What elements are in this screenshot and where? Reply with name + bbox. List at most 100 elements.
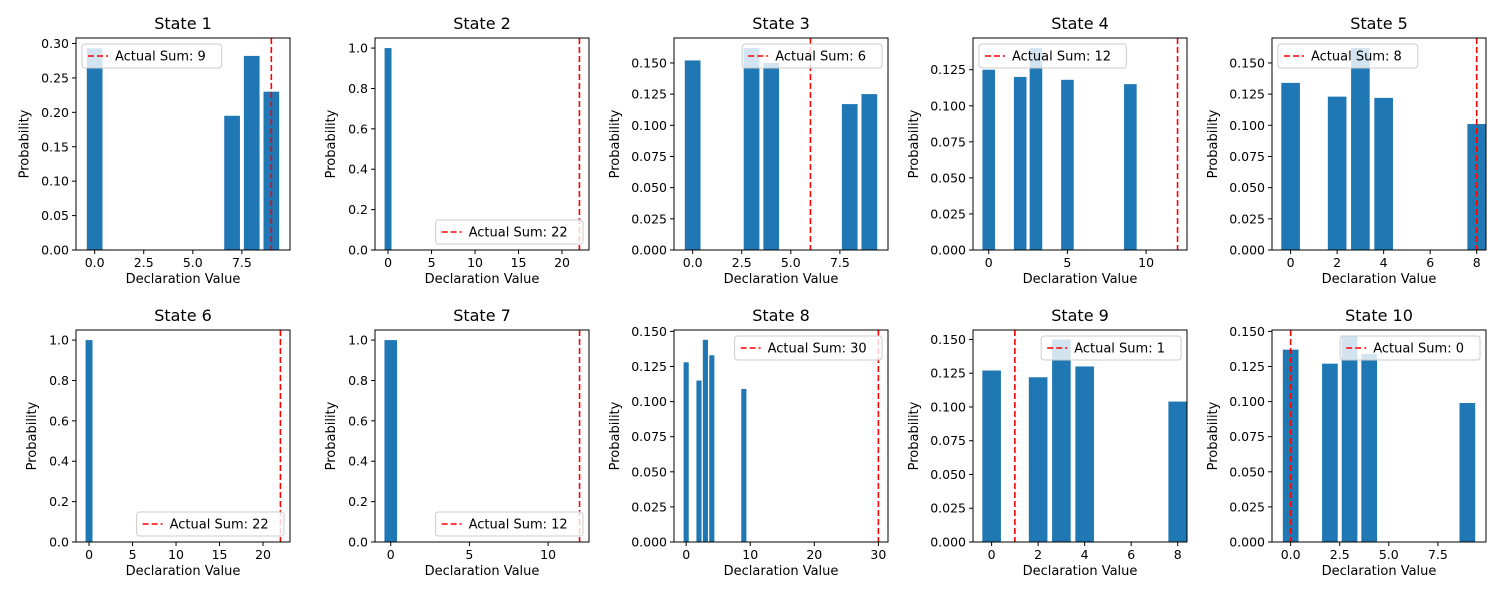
x-tick-label: 6 <box>1426 255 1434 270</box>
y-tick-label: 0.25 <box>41 70 69 85</box>
bar <box>243 55 260 250</box>
legend-box <box>1277 43 1419 69</box>
axes-frame <box>972 37 1188 251</box>
legend-box <box>978 43 1127 69</box>
y-tick-label: 0.05 <box>41 208 69 223</box>
y-tick-label: 0.025 <box>631 211 667 226</box>
legend: Actual Sum: 12 <box>978 43 1127 69</box>
x-tick-label: 0 <box>682 547 690 562</box>
bar <box>263 91 280 250</box>
legend-label: Actual Sum: 6 <box>775 50 866 65</box>
bar <box>1374 97 1393 250</box>
subplot-state-10: 0.0 2.5 5.0 7.5 0.000 0.025 0.050 0.075 0.100 0.1… <box>1206 306 1487 579</box>
legend: Actual Sum: 6 <box>741 43 883 69</box>
subplot-title: State 8 <box>752 306 810 325</box>
subplot-title: State 9 <box>1051 306 1109 325</box>
bar <box>1281 82 1300 250</box>
axes-frame <box>972 329 1188 543</box>
y-tick-label: 0.050 <box>631 180 667 195</box>
y-tick-label: 1.0 <box>348 333 368 348</box>
subplot-title: State 1 <box>154 14 212 33</box>
bar <box>763 62 780 250</box>
subplot-state-1: 0.0 2.5 5.0 7.5 0.00 0.05 0.10 0.15 0.20 0.25 0.30… <box>18 14 291 287</box>
x-tick-label: 20 <box>806 547 822 562</box>
y-tick-label: 0.15 <box>41 139 69 154</box>
y-tick-label: 0.025 <box>1229 499 1265 514</box>
axes-frame <box>673 37 889 251</box>
legend: Actual Sum: 1 <box>1040 335 1182 361</box>
y-tick-label: 0.075 <box>1229 429 1265 444</box>
y-tick-label: 0.025 <box>1229 211 1265 226</box>
x-tick-label: 7.5 <box>232 255 252 270</box>
legend-label: Actual Sum: 9 <box>115 50 206 65</box>
x-tick-label: 8 <box>1473 255 1481 270</box>
y-tick-label: 0.100 <box>930 399 966 414</box>
y-axis-label: Probability <box>25 401 40 470</box>
axes-frame <box>75 329 291 543</box>
y-tick-label: 0.4 <box>348 454 368 469</box>
x-tick-label: 10 <box>1138 255 1154 270</box>
x-tick-label: 5 <box>465 547 473 562</box>
y-tick-label: 0.2 <box>348 202 368 217</box>
y-tick-label: 0.000 <box>930 243 966 258</box>
y-tick-label: 0.4 <box>348 162 368 177</box>
legend-box <box>435 219 584 245</box>
y-axis-label: Probability <box>324 401 339 470</box>
y-tick-label: 1.0 <box>348 41 368 56</box>
legend-box <box>81 43 223 69</box>
bar <box>982 370 1001 542</box>
x-tick-label: 4 <box>1081 547 1089 562</box>
x-tick-label: 2.5 <box>732 255 752 270</box>
bar <box>384 48 392 250</box>
bar <box>1351 47 1370 250</box>
y-tick-label: 0.050 <box>930 467 966 482</box>
axes-frame <box>673 329 889 543</box>
x-tick-label: 4 <box>1380 255 1388 270</box>
legend: Actual Sum: 9 <box>81 43 223 69</box>
y-tick-label: 0.000 <box>1229 243 1265 258</box>
legend-box <box>741 43 883 69</box>
subplot-title: State 2 <box>453 14 511 33</box>
subplot-title: State 6 <box>154 306 212 325</box>
legend-box <box>435 511 584 537</box>
bar <box>1327 96 1347 251</box>
legend-label: Actual Sum: 12 <box>1012 50 1111 65</box>
bar <box>743 47 760 250</box>
y-tick-label: 0.4 <box>49 454 69 469</box>
bar <box>702 339 708 542</box>
y-tick-label: 0.125 <box>930 62 966 77</box>
x-axis-label: Declaration Value <box>1023 564 1138 579</box>
subplot-state-7: 0 5 10 0.0 0.2 0.4 0.6 0.8 1.0 State 7 Declaration… <box>324 306 590 579</box>
subplot-title: State 7 <box>453 306 511 325</box>
x-axis-label: Declaration Value <box>425 272 540 287</box>
x-tick-label: 15 <box>511 255 527 270</box>
legend-box <box>1339 335 1481 361</box>
y-tick-label: 0.100 <box>631 118 667 133</box>
y-tick-label: 0.0 <box>348 535 368 550</box>
axes-frame <box>75 37 291 251</box>
y-tick-label: 0.6 <box>348 413 368 428</box>
axes-frame <box>1271 37 1487 251</box>
x-tick-label: 0 <box>384 255 392 270</box>
legend-box <box>1040 335 1182 361</box>
bar <box>1013 76 1027 250</box>
legend: Actual Sum: 22 <box>435 219 584 245</box>
y-tick-label: 0.0 <box>348 243 368 258</box>
legend: Actual Sum: 30 <box>734 335 883 361</box>
y-tick-label: 0.150 <box>631 55 667 70</box>
x-axis-label: Declaration Value <box>1322 272 1437 287</box>
bar <box>709 355 715 542</box>
y-tick-label: 0.0 <box>49 535 69 550</box>
y-tick-label: 0.050 <box>1229 180 1265 195</box>
y-axis-label: Probability <box>18 109 33 178</box>
y-tick-label: 0.000 <box>1229 535 1265 550</box>
subplot-state-9: 0 2 4 6 8 0.000 0.025 0.050 0.075 0.100 0.125 0.150… <box>907 306 1188 579</box>
x-tick-label: 7.5 <box>1428 547 1448 562</box>
axes-frame <box>374 37 590 251</box>
y-tick-label: 0.150 <box>1229 55 1265 70</box>
subplot-state-4: 0 5 10 0.000 0.025 0.050 0.075 0.100 0.125 State … <box>907 14 1188 287</box>
x-tick-label: 0 <box>985 255 993 270</box>
x-tick-label: 10 <box>742 547 758 562</box>
y-tick-label: 0.6 <box>49 413 69 428</box>
bar <box>1282 349 1299 542</box>
